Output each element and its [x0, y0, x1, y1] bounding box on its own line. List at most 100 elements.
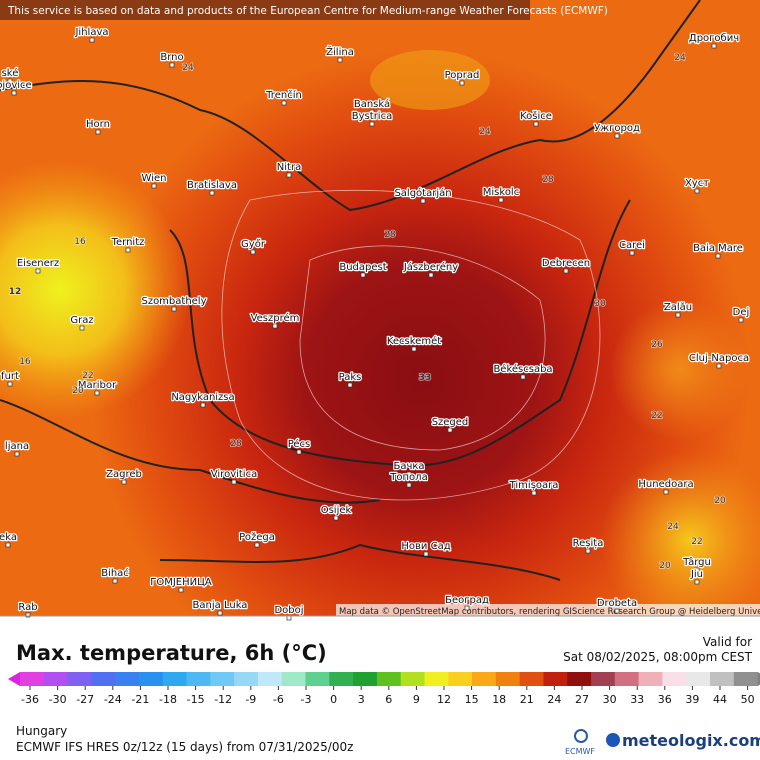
colorbar-segment: [353, 672, 378, 686]
city-label: Бачка: [393, 461, 424, 472]
colorbar-segment: [305, 672, 330, 686]
city-label: Veszprém: [251, 312, 300, 324]
legend-title: Max. temperature, 6h (°C): [16, 641, 327, 665]
colorbar-segment: [448, 672, 473, 686]
city-label: Košice: [520, 110, 552, 122]
colorbar-segment: [686, 672, 711, 686]
city-marker: [333, 515, 339, 521]
colorbar-tick-label: -6: [273, 693, 284, 706]
valid-label: Valid for: [703, 635, 752, 649]
city-label: Paks: [339, 372, 362, 383]
city-marker: [423, 551, 429, 557]
city-marker: [79, 325, 85, 331]
colorbar-tick-label: 3: [358, 693, 365, 706]
city-marker: [169, 62, 175, 68]
city-label: Jászberény: [403, 261, 458, 273]
contour-label: 20: [714, 496, 726, 506]
contour-label: 20: [72, 386, 84, 396]
city-label: Timișoara: [509, 480, 559, 491]
city-marker: [89, 37, 95, 43]
contour-label: 16: [74, 237, 86, 247]
city-label: ГОМЈЕНИЦА: [150, 577, 212, 588]
city-marker: [217, 610, 223, 616]
city-label: Požega: [239, 531, 275, 543]
city-label: Nagykanizsa: [171, 392, 234, 403]
city-marker: [171, 306, 177, 312]
colorbar-segment: [733, 672, 759, 686]
colorbar-tick-label: -21: [131, 693, 149, 706]
city-marker: [7, 381, 13, 387]
colorbar-segment: [662, 672, 687, 686]
city-marker: [694, 579, 700, 585]
colorbar-tick-label: -27: [76, 693, 94, 706]
city-marker: [125, 247, 131, 253]
colorbar-tick-label: -24: [104, 693, 122, 706]
city-marker: [14, 451, 20, 457]
city-label: Reșița: [573, 538, 604, 549]
contour-label: 16: [19, 357, 31, 367]
colorbar-tick-label: -36: [21, 693, 39, 706]
colorbar-tick-label: 27: [575, 693, 589, 706]
colorbar-tick-label: 44: [713, 693, 727, 706]
colorbar-segment: [43, 672, 69, 686]
city-marker: [614, 133, 620, 139]
city-marker: [112, 578, 118, 584]
city-marker: [614, 608, 620, 614]
city-marker: [459, 80, 465, 86]
colorbar-arrow: [8, 672, 20, 686]
contour-label: 22: [651, 411, 662, 421]
city-marker: [178, 587, 184, 593]
city-label: Győr: [241, 238, 266, 250]
colorbar-tick-label: 30: [603, 693, 617, 706]
city-marker: [711, 43, 717, 49]
city-marker: [7, 78, 13, 84]
colorbar-tick-label: 9: [413, 693, 420, 706]
city-label: Ternitz: [111, 237, 145, 248]
city-label: Virovitica: [211, 469, 257, 480]
city-marker: [738, 317, 744, 323]
city-label: ojovice: [0, 80, 32, 91]
brand[interactable]: meteologix.com: [622, 731, 760, 750]
contour-label: 24: [479, 127, 491, 137]
colorbar-segment: [495, 672, 521, 686]
city-marker: [694, 188, 700, 194]
city-label: Хуст: [685, 178, 709, 189]
city-label: Cluj-Napoca: [689, 353, 749, 364]
colorbar-segment: [376, 672, 402, 686]
city-marker: [369, 109, 375, 115]
city-label: Дрогобич: [689, 33, 739, 44]
city-label: Carei: [619, 240, 645, 251]
city-marker: [296, 449, 302, 455]
contour-label: 28: [542, 175, 554, 185]
city-label: Banská: [354, 98, 390, 110]
attribution: Map data © OpenStreetMap contributors, r…: [339, 607, 760, 617]
contour-label: 20: [659, 561, 671, 571]
city-label: Brno: [160, 52, 183, 63]
colorbar-tick-label: 39: [685, 693, 699, 706]
city-label: Osijek: [321, 505, 352, 516]
city-marker: [286, 172, 292, 178]
city-label: Baia Mare: [693, 243, 743, 254]
city-label: Žilina: [326, 45, 354, 58]
map: This service is based on data and produc…: [0, 0, 760, 621]
colorbar-tick-label: 33: [630, 693, 644, 706]
colorbar-tick-label: -12: [214, 693, 232, 706]
city-marker: [428, 272, 434, 278]
city-marker: [694, 567, 700, 573]
city-label: Bystrica: [352, 111, 392, 122]
city-marker: [663, 489, 669, 495]
city-marker: [231, 479, 237, 485]
colorbar-segment: [138, 672, 164, 686]
colorbar-segment: [234, 672, 259, 686]
city-label: Eisenerz: [17, 258, 59, 269]
city-label: Dej: [733, 307, 750, 318]
colorbar-tick-label: -15: [187, 693, 205, 706]
city-label: Hunedoara: [638, 479, 693, 490]
city-label: Poprad: [445, 70, 480, 81]
colorbar-segment: [91, 672, 116, 686]
contour-label: 24: [182, 63, 194, 73]
city-marker: [406, 482, 412, 488]
city-marker: [531, 490, 537, 496]
city-marker: [281, 100, 287, 106]
